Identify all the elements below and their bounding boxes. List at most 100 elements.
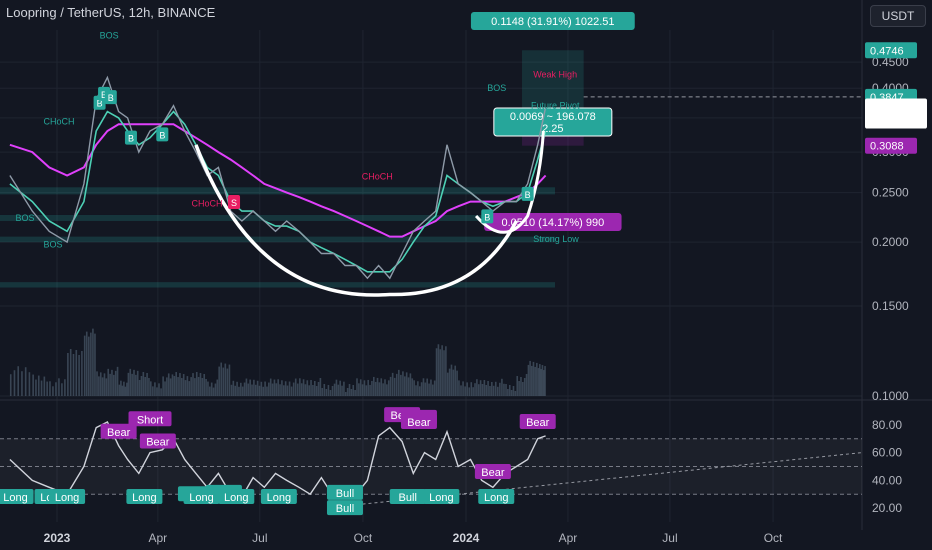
volume-bar — [319, 378, 322, 396]
volume-bar — [474, 383, 476, 396]
signal-11: Long — [267, 492, 291, 504]
structure-label-2: BOS — [16, 213, 35, 223]
structure-label-8: Future Pivot — [531, 101, 580, 111]
volume-bar — [371, 380, 373, 396]
ratio-label-bg — [493, 107, 613, 137]
signal-14: Bull — [399, 492, 417, 504]
volume-bar — [512, 386, 515, 396]
y-tick-6: 0.1500 — [872, 299, 909, 313]
volume-bar — [142, 372, 145, 396]
volume-bar — [505, 384, 507, 396]
volume-bar — [123, 381, 125, 396]
volume-bar — [167, 373, 170, 396]
volume-bar — [253, 379, 255, 396]
volume-bar — [437, 344, 440, 396]
volume-bar — [195, 372, 198, 396]
zone-0 — [0, 236, 555, 243]
volume-bar — [290, 386, 293, 396]
volume-bar — [510, 390, 513, 396]
volume-bar — [501, 378, 503, 396]
currency-button[interactable]: USDT — [870, 5, 926, 27]
volume-bar — [317, 382, 320, 396]
volume-bar — [136, 370, 139, 396]
volume-bar — [166, 377, 168, 396]
volume-bar — [164, 381, 166, 396]
signal-10: Long — [224, 492, 248, 504]
volume-bar — [169, 378, 172, 396]
signal-10-bg — [218, 489, 255, 505]
structure-label-3: BOS — [44, 240, 63, 250]
volume-bar — [464, 386, 466, 396]
rsi-tick-1: 60.00 — [872, 446, 902, 460]
volume-bar — [88, 336, 90, 396]
structure-label-4: CHoCH — [191, 198, 222, 208]
volume-bar — [306, 380, 309, 396]
volume-bar — [209, 386, 211, 396]
volume-bar — [69, 349, 72, 396]
volume-bar — [284, 381, 287, 396]
volume-bar — [177, 377, 179, 396]
volume-bar — [175, 372, 178, 396]
volume-bar — [530, 365, 533, 396]
y-tick-5: 0.2000 — [872, 235, 909, 249]
volume-bar — [216, 379, 219, 396]
signal-20-bg — [478, 489, 515, 505]
volume-bar — [468, 387, 471, 396]
volume-bar — [494, 381, 497, 396]
volume-bar — [365, 385, 368, 396]
signal-17: Bear — [407, 417, 431, 429]
volume-bar — [420, 382, 423, 396]
volume-bar — [127, 372, 130, 396]
x-tick-4: 2024 — [453, 531, 480, 545]
volume-bar — [333, 383, 336, 396]
current-price: 0.3667 — [870, 102, 904, 114]
structure-label-9: Strong Low — [533, 234, 579, 244]
volume-bar — [516, 376, 519, 396]
volume-bar — [514, 391, 517, 396]
structure-label-6: BOS — [487, 83, 506, 93]
volume-bar — [450, 364, 453, 396]
volume-bar — [13, 370, 16, 396]
volume-bar — [433, 380, 436, 396]
volume-bar — [352, 385, 355, 396]
price-tag-0-bg — [865, 42, 917, 59]
volume-bar — [337, 384, 340, 396]
volume-bar — [534, 366, 536, 396]
volume-bar — [160, 388, 162, 396]
profit-zone — [522, 50, 584, 112]
buy-marker-text-5: B — [484, 212, 490, 222]
volume-bar — [481, 384, 484, 396]
volume-bar — [422, 378, 425, 396]
signal-13-bg — [326, 500, 363, 516]
position-box[interactable]: 0.1148 (31.91%) 1022.51 0.0510 (14.17%) 9… — [470, 12, 862, 231]
volume-bar — [331, 386, 334, 396]
volume-bar — [542, 370, 545, 396]
signal-18: Long — [429, 492, 453, 504]
structure-label-0: CHoCH — [44, 116, 75, 126]
volume-bar — [201, 378, 204, 396]
volume-bar — [249, 379, 251, 396]
volume-bar — [518, 381, 520, 396]
signal-2: Long — [55, 492, 79, 504]
volume-bar — [415, 385, 417, 396]
volume-bar — [409, 373, 412, 396]
volume-bar — [101, 377, 104, 396]
structure-label-5: CHoCH — [362, 172, 393, 182]
volume-bar — [158, 383, 160, 396]
volume-bar — [109, 373, 111, 396]
price-tag-0: 0.4746 — [870, 45, 904, 57]
volume-bar — [75, 350, 78, 396]
volume-bar — [476, 379, 478, 396]
volume-bar — [299, 378, 301, 396]
signal-6: Long — [132, 492, 156, 504]
signal-2-bg — [49, 489, 86, 505]
signal-5: Bear — [146, 436, 170, 448]
volume-bar — [190, 377, 192, 396]
signal-9: Long — [189, 492, 213, 504]
volume-bar — [477, 384, 480, 396]
volume-bar — [192, 373, 194, 396]
volume-bar — [536, 362, 538, 396]
volume-bar — [129, 368, 132, 396]
volume-bar — [532, 361, 535, 396]
